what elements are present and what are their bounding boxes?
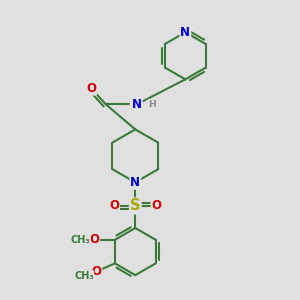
- Text: CH₃: CH₃: [74, 271, 94, 281]
- Text: N: N: [180, 26, 190, 39]
- Text: S: S: [130, 198, 140, 213]
- Text: O: O: [91, 265, 101, 278]
- Text: H: H: [148, 100, 156, 109]
- Text: N: N: [132, 98, 142, 111]
- Text: CH₃: CH₃: [70, 235, 90, 245]
- Text: O: O: [86, 82, 96, 95]
- Text: O: O: [109, 200, 119, 212]
- Text: N: N: [130, 176, 140, 189]
- Text: O: O: [89, 233, 99, 246]
- Text: O: O: [152, 200, 161, 212]
